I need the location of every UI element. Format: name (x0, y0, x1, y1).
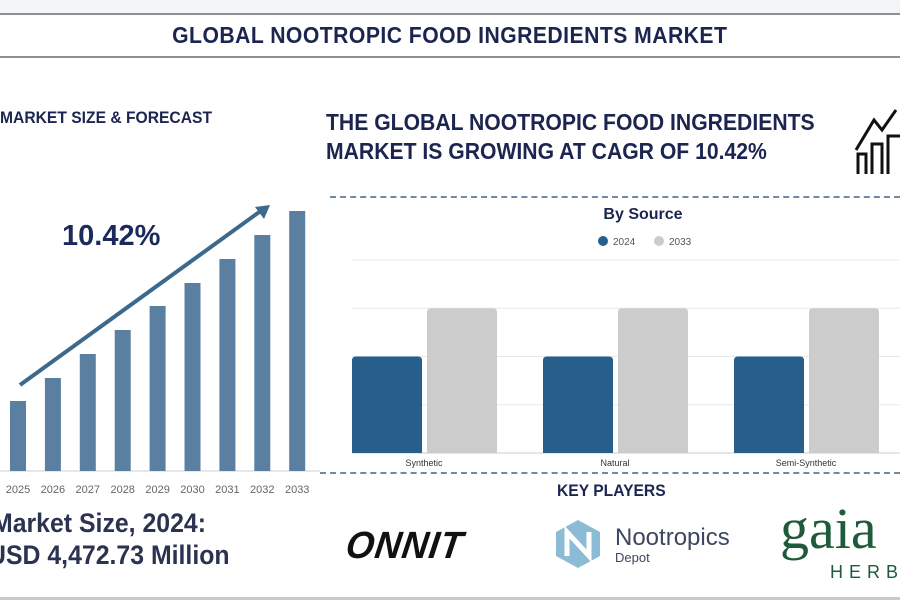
tick-label-2032: 2032 (250, 484, 274, 496)
divider-top (330, 196, 900, 198)
tick-label-2026: 2026 (41, 484, 65, 496)
bar-synthetic-2024 (352, 356, 422, 453)
logo-onnit: ONNIT (343, 525, 467, 567)
cagr-label: 10.42% (62, 220, 161, 252)
bar-semi-synthetic-2024 (734, 356, 804, 453)
market-size-value: USD 4,472.73 Million (0, 540, 230, 570)
legend-swatch-2033 (654, 236, 664, 246)
forecast-chart: 2025 2026 2027 2028 2029 2030 2031 2032 2033 (0, 205, 320, 496)
title-bar: GLOBAL NOOTROPIC FOOD INGREDIENTS MARKET (0, 15, 900, 58)
left-subtitle: MARKET SIZE & FORECAST (0, 108, 213, 127)
bar-2027 (79, 354, 96, 471)
tick-label-2029: 2029 (145, 484, 169, 496)
category-label-natural: Natural (600, 458, 629, 468)
logo-nootropics-line1: Nootropics (615, 524, 730, 551)
tick-label-2030: 2030 (180, 484, 204, 496)
tick-label-2033: 2033 (285, 484, 309, 496)
logo-gaia: gaia (780, 496, 877, 561)
logo-nootropics-line2: Depot (615, 550, 650, 565)
bar-2030 (184, 283, 201, 471)
category-label-semi-synthetic: Semi-Synthetic (776, 458, 837, 468)
bar-natural-2024 (543, 356, 613, 453)
trend-arrow (18, 208, 264, 387)
bar-synthetic-2033 (427, 308, 497, 453)
bar-2029 (149, 306, 166, 471)
bar-2028 (114, 330, 131, 471)
bar-natural-2033 (618, 308, 688, 453)
house-chart-icon (854, 109, 900, 174)
nootropics-depot-logo-icon (556, 520, 600, 568)
market-size-label: Market Size, 2024: (0, 508, 207, 538)
bar-2032 (254, 235, 271, 471)
tick-label-2031: 2031 (215, 484, 239, 496)
page-title: GLOBAL NOOTROPIC FOOD INGREDIENTS MARKET (172, 22, 728, 48)
headline: THE GLOBAL NOOTROPIC FOOD INGREDIENTS MA… (326, 109, 815, 164)
legend-swatch-2024 (598, 236, 608, 246)
key-players-title: KEY PLAYERS (557, 481, 666, 500)
divider-bottom (320, 472, 900, 474)
legend-label-2024: 2024 (613, 237, 636, 248)
bar-2026 (44, 378, 61, 471)
top-band (0, 0, 900, 15)
tick-label-2028: 2028 (110, 484, 134, 496)
by-source-chart: By Source 2024 2033 Synthetic Natural Semi… (352, 206, 900, 468)
tick-label-2027: 2027 (76, 484, 100, 496)
legend-label-2033: 2033 (669, 237, 692, 248)
bottom-border (0, 597, 900, 600)
chart-title: By Source (603, 206, 682, 223)
logo-gaia-herbs: HERBS (830, 562, 900, 582)
category-label-synthetic: Synthetic (405, 458, 443, 468)
trend-arrowhead (255, 205, 270, 219)
tick-label-2025: 2025 (6, 484, 30, 496)
bar-2031 (219, 259, 236, 471)
bar-2025 (10, 401, 26, 471)
bar-2033 (289, 211, 306, 471)
bar-semi-synthetic-2033 (809, 308, 879, 453)
